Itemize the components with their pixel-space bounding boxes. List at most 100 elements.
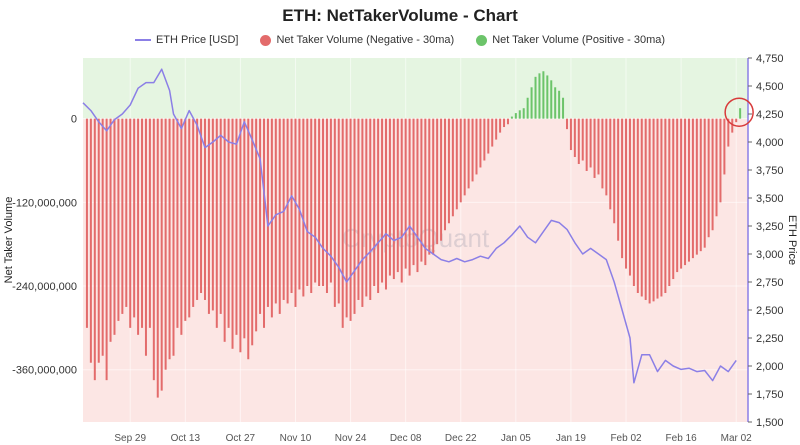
legend-label: Net Taker Volume (Negative - 30ma)	[276, 34, 455, 46]
negative-volume-bar	[648, 118, 651, 304]
right-axis-ticks: 1,500 1,750 2,000 2,250 2,500 2,750 3,000 3,250…	[748, 53, 784, 429]
right-tick-label: 4,500	[756, 81, 784, 93]
negative-volume-bar	[420, 118, 423, 262]
negative-volume-bar	[455, 118, 458, 210]
negative-volume-bar	[133, 118, 136, 318]
negative-volume-bar	[322, 118, 325, 287]
negative-volume-bar	[412, 118, 415, 266]
negative-volume-bar	[168, 118, 171, 360]
negative-volume-bar	[416, 118, 419, 273]
negative-volume-bar	[239, 118, 242, 353]
right-tick-label: 2,500	[756, 305, 784, 317]
negative-volume-bar	[255, 118, 258, 332]
negative-volume-bar	[428, 118, 431, 255]
negative-volume-bar	[479, 118, 482, 168]
negative-volume-bar	[325, 118, 328, 293]
negative-volume-bar	[609, 118, 612, 210]
negative-volume-bar	[156, 118, 159, 398]
negative-volume-bar	[211, 118, 214, 311]
right-tick-label: 2,000	[756, 361, 784, 373]
negative-volume-bar	[188, 118, 191, 318]
negative-volume-bar	[703, 118, 706, 248]
legend-item-positive[interactable]: Net Taker Volume (Positive - 30ma)	[476, 34, 665, 46]
x-tick-label: Dec 08	[390, 433, 422, 444]
negative-volume-bar	[672, 118, 675, 280]
negative-volume-bar	[593, 118, 596, 178]
negative-volume-bar	[121, 118, 124, 314]
right-tick-label: 3,250	[756, 221, 784, 233]
legend-item-eth-price[interactable]: ETH Price [USD]	[134, 34, 238, 46]
x-tick-label: Jan 05	[501, 433, 531, 444]
negative-volume-bar	[707, 118, 710, 238]
right-tick-label: 1,750	[756, 389, 784, 401]
negative-volume-bar	[286, 118, 289, 304]
legend-dot-swatch	[476, 34, 488, 46]
negative-volume-bar	[400, 118, 403, 283]
negative-volume-bar	[349, 118, 352, 321]
negative-volume-bar	[219, 118, 222, 314]
right-tick-label: 3,500	[756, 193, 784, 205]
positive-volume-bar	[522, 108, 525, 119]
negative-volume-bar	[200, 118, 203, 293]
negative-volume-bar	[687, 118, 690, 262]
negative-volume-bar	[613, 118, 616, 224]
negative-volume-bar	[660, 118, 663, 297]
chart-legend: ETH Price [USD] Net Taker Volume (Negati…	[0, 34, 800, 46]
x-tick-label: Jan 19	[556, 433, 586, 444]
negative-volume-bar	[274, 118, 277, 304]
negative-volume-bar	[101, 118, 104, 356]
negative-volume-bar	[656, 118, 659, 299]
negative-volume-bar	[152, 118, 155, 381]
legend-item-negative[interactable]: Net Taker Volume (Negative - 30ma)	[260, 34, 454, 46]
negative-volume-bar	[345, 118, 348, 318]
negative-volume-bar	[314, 118, 317, 283]
negative-volume-bar	[341, 118, 344, 328]
right-tick-label: 4,250	[756, 109, 784, 121]
negative-volume-bar	[113, 118, 116, 335]
negative-volume-bar	[247, 118, 250, 360]
negative-volume-bar	[381, 118, 384, 283]
positive-volume-bar	[558, 90, 561, 119]
negative-volume-bar	[440, 118, 443, 241]
negative-volume-bar	[184, 118, 187, 321]
negative-volume-bar	[684, 118, 687, 266]
negative-volume-bar	[408, 118, 411, 276]
negative-volume-bar	[723, 118, 726, 175]
negative-volume-bar	[302, 118, 305, 297]
negative-volume-bar	[235, 118, 238, 335]
negative-volume-bar	[318, 118, 321, 287]
negative-volume-bar	[719, 118, 722, 203]
negative-volume-bar	[144, 118, 147, 356]
right-tick-label: 4,000	[756, 137, 784, 149]
negative-volume-bar	[715, 118, 718, 217]
left-tick-label: -360,000,000	[12, 365, 77, 377]
negative-volume-bar	[243, 118, 246, 339]
negative-volume-bar	[125, 118, 128, 307]
negative-volume-bar	[447, 118, 450, 224]
negative-volume-bar	[377, 118, 380, 293]
negative-volume-bar	[589, 118, 592, 168]
negative-volume-bar	[691, 118, 694, 259]
negative-volume-bar	[231, 118, 234, 349]
negative-volume-bar	[357, 118, 360, 300]
positive-volume-bar	[542, 71, 545, 119]
x-tick-label: Oct 13	[171, 433, 201, 444]
negative-volume-bar	[463, 118, 466, 196]
y-axis-label-left: Net Taker Volume	[3, 197, 15, 284]
negative-volume-bar	[164, 118, 167, 370]
x-axis-ticks: Sep 29 Oct 13 Oct 27 Nov 10 Nov 24 Dec 08 Dec …	[114, 433, 752, 444]
negative-volume-bar	[172, 118, 175, 356]
negative-volume-bar	[337, 118, 340, 304]
positive-zone-background	[83, 58, 748, 119]
x-tick-label: Feb 16	[666, 433, 698, 444]
right-tick-label: 2,750	[756, 277, 784, 289]
negative-volume-bar	[270, 118, 273, 318]
positive-volume-bar	[518, 110, 521, 119]
negative-volume-bar	[160, 118, 163, 391]
negative-volume-bar	[731, 118, 734, 133]
y-axis-label-right: ETH Price	[786, 215, 798, 265]
negative-volume-bar	[369, 118, 372, 300]
positive-volume-bar	[550, 80, 553, 119]
negative-volume-bar	[251, 118, 254, 346]
